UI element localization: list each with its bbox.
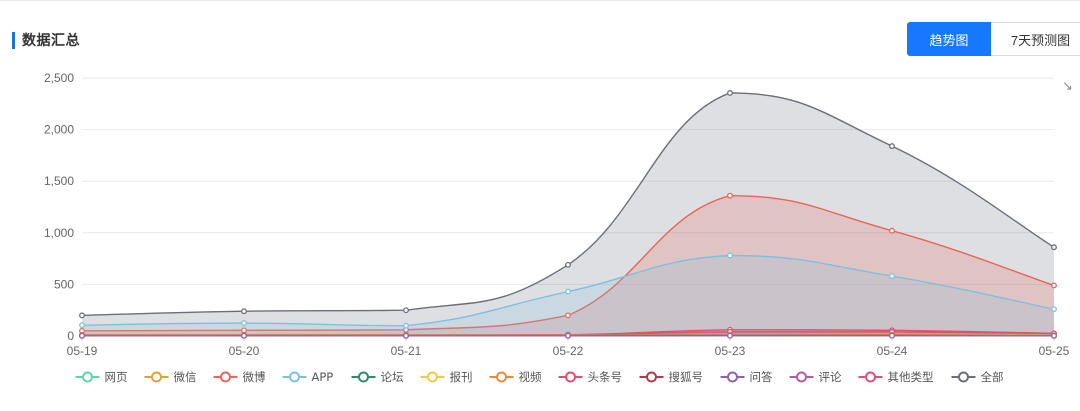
x-tick-label: 05-20: [229, 344, 260, 358]
legend-item[interactable]: 视频: [489, 370, 542, 384]
legend-item[interactable]: APP: [282, 370, 334, 384]
series-12: [79, 90, 1057, 337]
legend-label: 微信: [174, 370, 197, 384]
data-point[interactable]: [889, 273, 895, 280]
y-tick-label: 1,500: [44, 174, 74, 188]
legend-item[interactable]: 评论: [789, 370, 842, 384]
series-layer: [79, 90, 1057, 339]
data-point[interactable]: [1051, 282, 1057, 289]
legend-label: 全部: [981, 370, 1004, 384]
data-point[interactable]: [565, 261, 571, 268]
data-point[interactable]: [403, 332, 409, 339]
data-point[interactable]: [241, 320, 247, 327]
data-point[interactable]: [727, 252, 733, 259]
series-9: [79, 332, 1057, 339]
page-title: 数据汇总: [22, 32, 80, 48]
series-area: [82, 92, 1054, 337]
data-point[interactable]: [889, 143, 895, 150]
x-tick-label: 05-22: [553, 344, 584, 358]
x-tick-label: 05-25: [1039, 344, 1070, 358]
data-point[interactable]: [727, 192, 733, 199]
series-area: [82, 255, 1054, 336]
data-point[interactable]: [1051, 244, 1057, 251]
legend-item[interactable]: 微博: [213, 370, 266, 384]
legend-marker: [958, 371, 969, 383]
x-tick-label: 05-21: [391, 344, 422, 358]
y-tick-label: 2,500: [44, 71, 74, 85]
y-tick-label: 500: [54, 277, 74, 291]
legend-label: 其他类型: [888, 370, 934, 384]
legend-item[interactable]: 搜狐号: [639, 370, 704, 384]
legend-marker: [727, 371, 738, 383]
legend-marker: [358, 371, 369, 383]
series-area: [82, 195, 1054, 336]
expand-icon[interactable]: ↘: [1062, 78, 1073, 93]
legend-marker: [496, 371, 507, 383]
data-point[interactable]: [79, 312, 85, 319]
data-point[interactable]: [403, 322, 409, 329]
data-point[interactable]: [79, 322, 85, 329]
legend-item[interactable]: 问答: [720, 370, 773, 384]
data-point[interactable]: [565, 312, 571, 319]
data-point[interactable]: [241, 332, 247, 339]
data-point[interactable]: [889, 332, 895, 339]
data-point[interactable]: [565, 332, 571, 339]
data-point[interactable]: [1051, 332, 1057, 339]
legend-label: 头条号: [588, 370, 623, 384]
data-point[interactable]: [727, 332, 733, 339]
legend-label: APP: [312, 370, 334, 384]
legend-marker: [151, 371, 162, 383]
legend-item[interactable]: 报刊: [420, 370, 473, 384]
x-tick-label: 05-24: [877, 344, 908, 358]
legend-marker: [82, 371, 93, 383]
legend: 网页 微信 微博 APP 论坛 报刊 视频 头条号 搜狐号 问答 评论 其他类型 全部: [75, 370, 1004, 384]
data-point[interactable]: [403, 307, 409, 314]
legend-marker: [220, 371, 231, 383]
x-axis: 05-19 05-20 05-21 05-22 05-23 05-24 05-25: [67, 336, 1070, 358]
data-point[interactable]: [565, 288, 571, 295]
legend-marker: [565, 371, 576, 383]
title-accent-bar: [12, 31, 15, 49]
chart-view-tabs: 趋势图 7天预测图: [907, 22, 1080, 56]
legend-marker: [646, 371, 657, 383]
legend-label: 微博: [243, 370, 266, 384]
legend-item[interactable]: 网页: [75, 370, 128, 384]
legend-item[interactable]: 其他类型: [858, 370, 934, 384]
legend-marker: [796, 371, 807, 383]
tab-7day-forecast[interactable]: 7天预测图: [991, 22, 1080, 56]
data-point[interactable]: [727, 90, 733, 96]
legend-label: 评论: [819, 370, 842, 384]
data-point[interactable]: [79, 332, 85, 339]
legend-item[interactable]: 微信: [144, 370, 197, 384]
legend-item[interactable]: 全部: [951, 370, 1004, 384]
legend-label: 报刊: [450, 370, 473, 384]
y-tick-label: 2,000: [44, 123, 74, 137]
series-3: [79, 252, 1057, 336]
legend-marker: [865, 371, 876, 383]
legend-marker: [427, 371, 438, 383]
top-divider: [0, 0, 1080, 1]
data-point[interactable]: [241, 308, 247, 315]
legend-label: 搜狐号: [669, 370, 704, 384]
x-tick-label: 05-19: [67, 344, 98, 358]
x-tick-label: 05-23: [715, 344, 746, 358]
legend-label: 论坛: [381, 370, 404, 384]
legend-label: 视频: [519, 370, 542, 384]
legend-item[interactable]: 论坛: [351, 370, 404, 384]
section-header: 数据汇总: [12, 31, 80, 49]
y-axis: 0 500 1,000 1,500 2,000 2,500: [44, 71, 74, 343]
data-point[interactable]: [1051, 306, 1057, 313]
legend-item[interactable]: 头条号: [558, 370, 623, 384]
y-tick-label: 1,000: [44, 226, 74, 240]
legend-marker: [289, 371, 300, 383]
legend-label: 网页: [105, 370, 128, 384]
data-point[interactable]: [889, 227, 895, 234]
legend-label: 问答: [750, 370, 773, 384]
tab-trend[interactable]: 趋势图: [907, 22, 991, 56]
y-tick-label: 0: [67, 329, 74, 343]
